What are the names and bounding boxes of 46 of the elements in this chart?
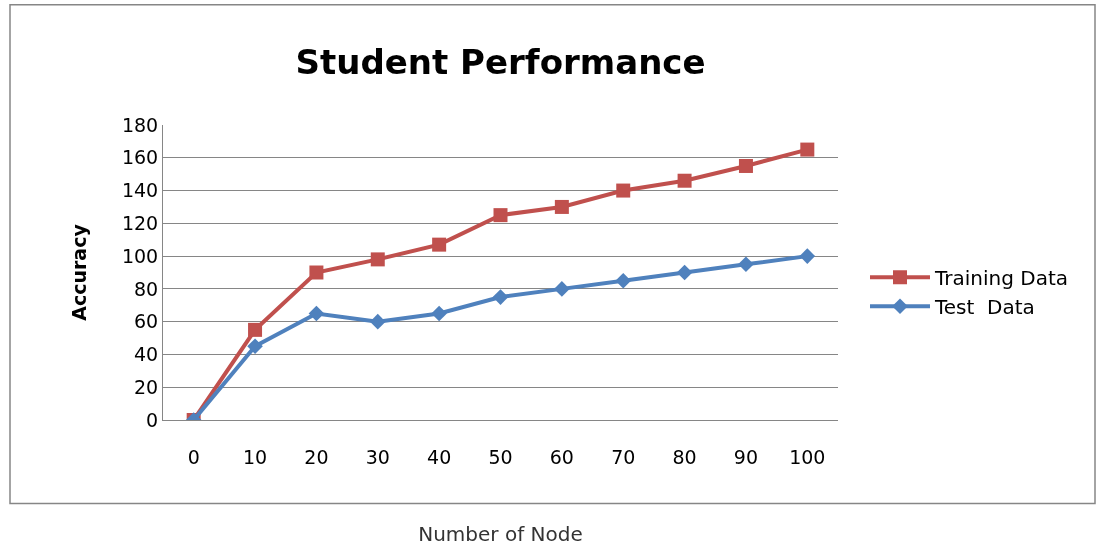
x-tick-label: 10 xyxy=(242,445,268,468)
point xyxy=(247,338,263,355)
point xyxy=(738,256,754,273)
y-tick-label: 0 xyxy=(146,408,159,431)
point xyxy=(799,248,816,264)
y-tick-label: 140 xyxy=(121,179,159,202)
y-tick-label: 100 xyxy=(121,244,159,267)
y-tick-label: 80 xyxy=(134,277,159,300)
x-tick-label: 20 xyxy=(304,445,329,468)
x-tick-label: 30 xyxy=(365,445,390,468)
point xyxy=(554,199,569,214)
point xyxy=(616,183,631,198)
point xyxy=(800,142,815,157)
y-tick-label: 40 xyxy=(134,343,159,366)
point xyxy=(309,265,324,280)
point xyxy=(493,208,508,223)
point xyxy=(369,313,386,330)
x-axis-title: Number of Node xyxy=(418,522,583,547)
point xyxy=(677,173,692,188)
legend-label: Training Data xyxy=(934,266,1069,291)
point xyxy=(308,305,325,322)
chart-title: Student Performance xyxy=(295,41,706,82)
point xyxy=(492,289,509,305)
y-tick-label: 160 xyxy=(121,146,159,169)
y-tick-label: 20 xyxy=(134,375,159,398)
y-tick-label: 60 xyxy=(134,310,159,333)
x-tick-label: 90 xyxy=(733,445,759,468)
x-tick-label: 80 xyxy=(672,445,697,468)
point xyxy=(615,272,632,289)
point xyxy=(676,264,693,281)
y-tick-label: 120 xyxy=(121,211,159,234)
x-tick-label: 40 xyxy=(427,445,452,468)
point xyxy=(431,305,447,322)
x-tick-label: 50 xyxy=(488,445,513,468)
point xyxy=(554,281,570,297)
y-tick-label: 180 xyxy=(121,113,159,136)
point xyxy=(432,237,447,252)
y-axis-title: Accuracy xyxy=(67,223,90,321)
x-tick-label: 70 xyxy=(611,445,636,468)
point xyxy=(248,322,263,337)
legend-label: Test Data xyxy=(934,295,1035,320)
point xyxy=(738,158,753,173)
point xyxy=(370,252,385,267)
x-tick-label: 60 xyxy=(549,445,574,468)
x-tick-label: 100 xyxy=(789,445,826,468)
x-tick-label: 0 xyxy=(187,445,200,468)
